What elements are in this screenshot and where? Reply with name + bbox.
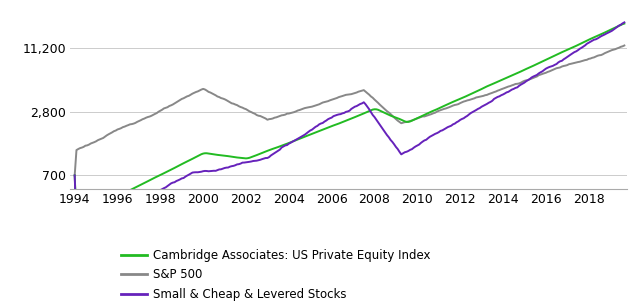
Legend: Cambridge Associates: US Private Equity Index, S&P 500, Small & Cheap & Levered : Cambridge Associates: US Private Equity … [121, 249, 430, 301]
